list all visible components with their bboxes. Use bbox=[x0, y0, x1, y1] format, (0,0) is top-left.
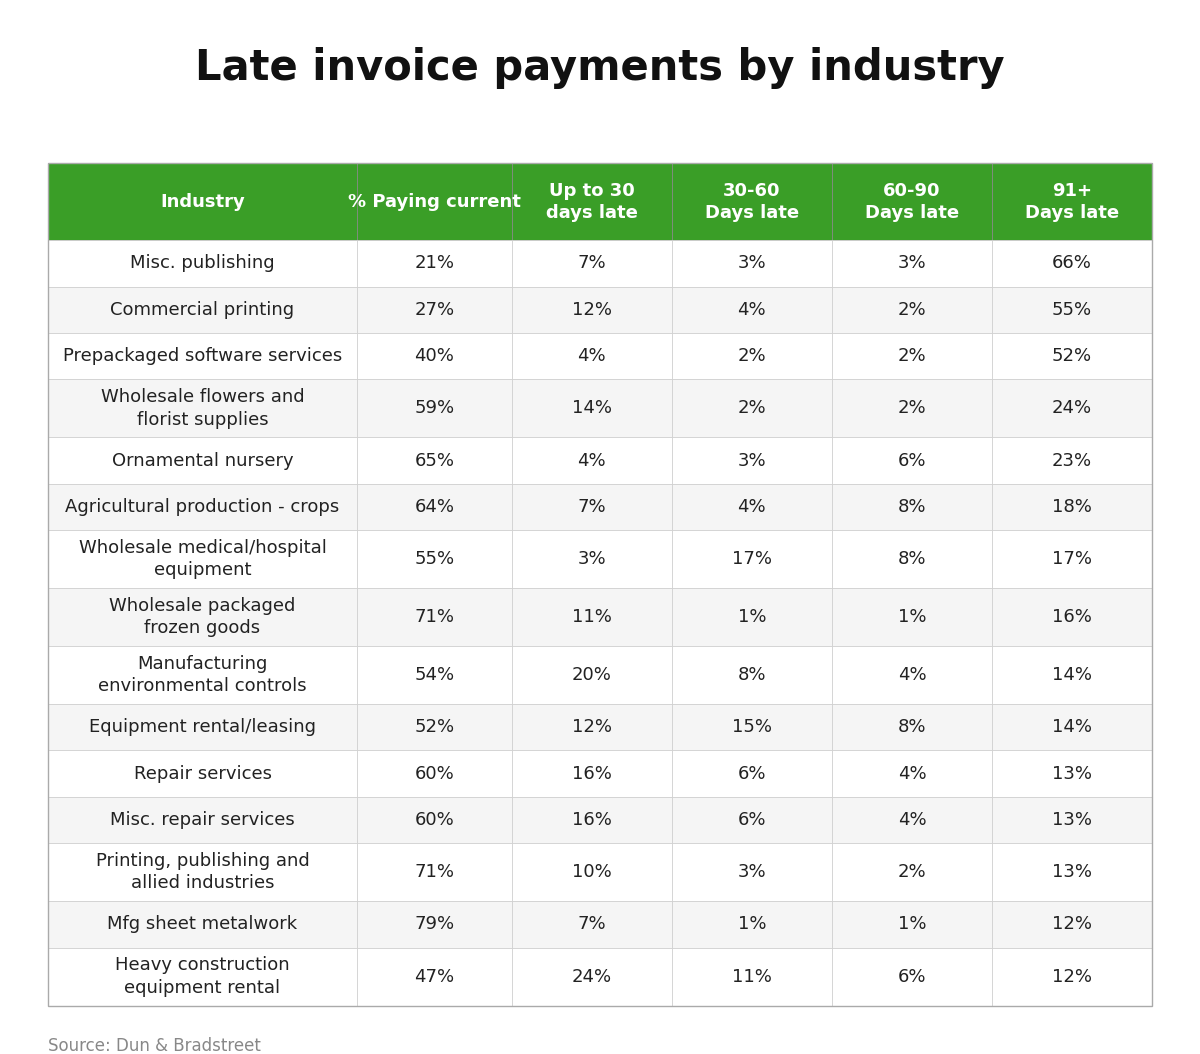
Text: 3%: 3% bbox=[738, 451, 766, 470]
Text: 1%: 1% bbox=[898, 608, 926, 626]
Text: 16%: 16% bbox=[571, 811, 612, 829]
Text: 12%: 12% bbox=[1052, 915, 1092, 934]
Text: 2%: 2% bbox=[898, 347, 926, 366]
Text: 6%: 6% bbox=[898, 968, 926, 985]
Text: 8%: 8% bbox=[898, 497, 926, 516]
Text: 14%: 14% bbox=[571, 399, 612, 417]
Text: 4%: 4% bbox=[738, 497, 766, 516]
Text: 2%: 2% bbox=[898, 863, 926, 881]
Text: 6%: 6% bbox=[738, 764, 766, 783]
Text: 40%: 40% bbox=[414, 347, 455, 366]
Text: Wholesale medical/hospital
equipment: Wholesale medical/hospital equipment bbox=[79, 539, 326, 580]
Text: Wholesale flowers and
florist supplies: Wholesale flowers and florist supplies bbox=[101, 388, 305, 429]
Text: 8%: 8% bbox=[898, 550, 926, 568]
Text: 13%: 13% bbox=[1052, 811, 1092, 829]
Text: 54%: 54% bbox=[414, 666, 455, 684]
Text: 4%: 4% bbox=[898, 764, 926, 783]
Text: Late invoice payments by industry: Late invoice payments by industry bbox=[196, 47, 1004, 90]
Text: 15%: 15% bbox=[732, 718, 772, 737]
Text: 60-90
Days late: 60-90 Days late bbox=[865, 181, 959, 222]
Text: 1%: 1% bbox=[738, 608, 766, 626]
Text: % Paying current: % Paying current bbox=[348, 193, 521, 211]
Text: 66%: 66% bbox=[1052, 254, 1092, 273]
Text: Misc. publishing: Misc. publishing bbox=[131, 254, 275, 273]
Text: 60%: 60% bbox=[414, 811, 455, 829]
Text: 1%: 1% bbox=[738, 915, 766, 934]
Text: 4%: 4% bbox=[738, 300, 766, 319]
Text: Wholesale packaged
frozen goods: Wholesale packaged frozen goods bbox=[109, 597, 295, 638]
Text: 21%: 21% bbox=[414, 254, 455, 273]
Text: 7%: 7% bbox=[577, 497, 606, 516]
Text: Prepackaged software services: Prepackaged software services bbox=[62, 347, 342, 366]
Text: Mfg sheet metalwork: Mfg sheet metalwork bbox=[108, 915, 298, 934]
Text: 7%: 7% bbox=[577, 254, 606, 273]
Text: Printing, publishing and
allied industries: Printing, publishing and allied industri… bbox=[96, 852, 310, 893]
Text: 8%: 8% bbox=[898, 718, 926, 737]
Text: 2%: 2% bbox=[898, 300, 926, 319]
Text: Heavy construction
equipment rental: Heavy construction equipment rental bbox=[115, 956, 290, 997]
Text: 4%: 4% bbox=[898, 666, 926, 684]
Text: 3%: 3% bbox=[738, 254, 766, 273]
Text: 6%: 6% bbox=[898, 451, 926, 470]
Text: 65%: 65% bbox=[414, 451, 455, 470]
Text: Repair services: Repair services bbox=[133, 764, 271, 783]
Text: 55%: 55% bbox=[414, 550, 455, 568]
Text: 11%: 11% bbox=[732, 968, 772, 985]
Text: 6%: 6% bbox=[738, 811, 766, 829]
Text: 4%: 4% bbox=[898, 811, 926, 829]
Text: 16%: 16% bbox=[571, 764, 612, 783]
Text: 24%: 24% bbox=[1052, 399, 1092, 417]
Text: 2%: 2% bbox=[738, 399, 766, 417]
Text: 16%: 16% bbox=[1052, 608, 1092, 626]
Text: Up to 30
days late: Up to 30 days late bbox=[546, 181, 637, 222]
Text: 4%: 4% bbox=[577, 347, 606, 366]
Text: 12%: 12% bbox=[1052, 968, 1092, 985]
Text: 2%: 2% bbox=[898, 399, 926, 417]
Text: 14%: 14% bbox=[1052, 718, 1092, 737]
Text: 13%: 13% bbox=[1052, 863, 1092, 881]
Text: 8%: 8% bbox=[738, 666, 766, 684]
Text: 17%: 17% bbox=[732, 550, 772, 568]
Text: Source: Dun & Bradstreet: Source: Dun & Bradstreet bbox=[48, 1037, 260, 1054]
Text: 3%: 3% bbox=[738, 863, 766, 881]
Text: 18%: 18% bbox=[1052, 497, 1092, 516]
Text: Equipment rental/leasing: Equipment rental/leasing bbox=[89, 718, 316, 737]
Text: 91+
Days late: 91+ Days late bbox=[1025, 181, 1120, 222]
Text: 20%: 20% bbox=[571, 666, 612, 684]
Text: 12%: 12% bbox=[571, 718, 612, 737]
Text: 60%: 60% bbox=[414, 764, 455, 783]
Text: Ornamental nursery: Ornamental nursery bbox=[112, 451, 293, 470]
Text: 79%: 79% bbox=[414, 915, 455, 934]
Text: Industry: Industry bbox=[160, 193, 245, 211]
Text: 2%: 2% bbox=[738, 347, 766, 366]
Text: Manufacturing
environmental controls: Manufacturing environmental controls bbox=[98, 655, 307, 696]
Text: 11%: 11% bbox=[571, 608, 612, 626]
Text: 47%: 47% bbox=[414, 968, 455, 985]
Text: Commercial printing: Commercial printing bbox=[110, 300, 295, 319]
Text: 27%: 27% bbox=[414, 300, 455, 319]
Text: 4%: 4% bbox=[577, 451, 606, 470]
Text: 24%: 24% bbox=[571, 968, 612, 985]
Text: 30-60
Days late: 30-60 Days late bbox=[704, 181, 799, 222]
Text: 23%: 23% bbox=[1052, 451, 1092, 470]
Text: 64%: 64% bbox=[414, 497, 455, 516]
Text: 59%: 59% bbox=[414, 399, 455, 417]
Text: 55%: 55% bbox=[1052, 300, 1092, 319]
Text: 71%: 71% bbox=[414, 608, 455, 626]
Text: Agricultural production - crops: Agricultural production - crops bbox=[66, 497, 340, 516]
Text: 3%: 3% bbox=[898, 254, 926, 273]
Text: 7%: 7% bbox=[577, 915, 606, 934]
Text: 13%: 13% bbox=[1052, 764, 1092, 783]
Text: 3%: 3% bbox=[577, 550, 606, 568]
Text: 1%: 1% bbox=[898, 915, 926, 934]
Text: 12%: 12% bbox=[571, 300, 612, 319]
Text: 52%: 52% bbox=[414, 718, 455, 737]
Text: 10%: 10% bbox=[572, 863, 612, 881]
Text: 14%: 14% bbox=[1052, 666, 1092, 684]
Text: Misc. repair services: Misc. repair services bbox=[110, 811, 295, 829]
Text: 71%: 71% bbox=[414, 863, 455, 881]
Text: 17%: 17% bbox=[1052, 550, 1092, 568]
Text: 52%: 52% bbox=[1052, 347, 1092, 366]
